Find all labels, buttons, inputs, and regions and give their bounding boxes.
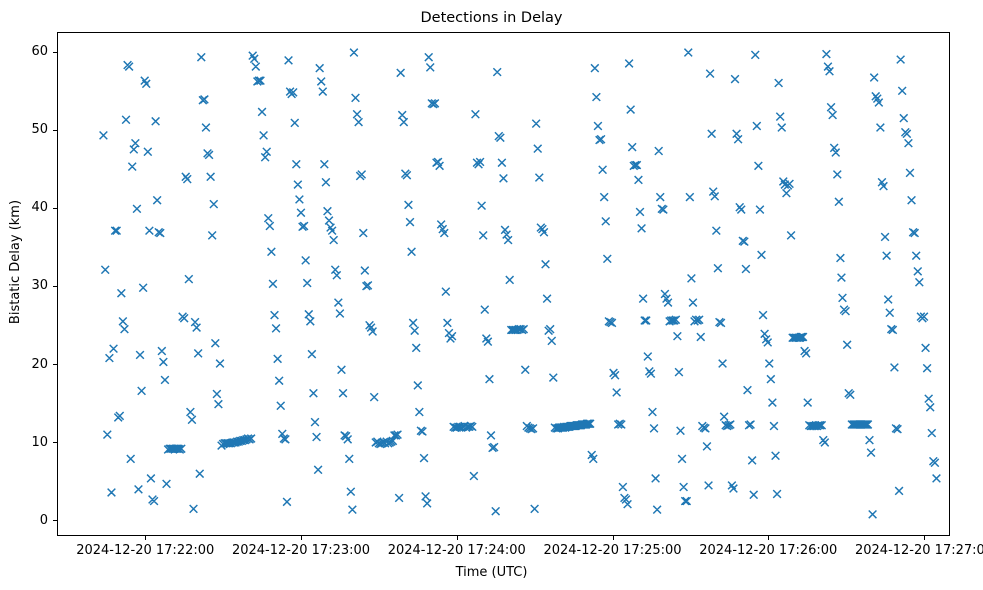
x-axis-tick-label: 2024-12-20 17:25:00	[543, 543, 682, 558]
x-axis-tick-mark	[456, 536, 458, 540]
y-axis-tick-label: 50	[31, 122, 48, 138]
x-axis-tick-label: 2024-12-20 17:26:00	[699, 543, 838, 558]
y-axis-tick-mark	[53, 129, 57, 131]
y-axis-tick-mark	[53, 442, 57, 444]
x-axis-tick-mark	[612, 536, 614, 540]
y-axis-tick-label: 60	[31, 44, 48, 60]
x-axis-tick-mark	[768, 536, 770, 540]
x-axis-tick-label: 2024-12-20 17:27:00	[854, 543, 983, 558]
y-axis-tick-label: 40	[31, 200, 48, 216]
page-title: Detections in Delay	[420, 10, 563, 26]
x-axis-tick-mark	[924, 536, 926, 540]
x-axis-tick-label: 2024-12-20 17:22:00	[76, 543, 215, 558]
x-axis-tick-label: 2024-12-20 17:23:00	[231, 543, 371, 558]
plot-area	[57, 32, 950, 536]
y-axis-tick-mark	[53, 51, 57, 53]
scatter-markers	[99, 48, 941, 519]
x-axis-tick-mark	[145, 536, 147, 540]
x-axis-label: Time (UTC)	[455, 565, 528, 580]
y-axis-tick-mark	[53, 285, 57, 288]
y-axis-tick-label: 10	[31, 434, 48, 450]
y-axis-tick-mark	[53, 207, 57, 209]
x-axis-tick-mark	[301, 536, 303, 540]
x-axis-tick-label: 2024-12-20 17:24:00	[387, 543, 526, 558]
y-axis-tick-mark	[53, 520, 57, 522]
y-axis-tick-label: 30	[31, 278, 48, 294]
y-axis-tick-labels: 0 10 20 30 40 50 60	[0, 0, 48, 590]
y-axis-tick-mark	[53, 364, 57, 366]
y-axis-tick-label: 0	[39, 512, 48, 528]
y-axis-tick-label: 20	[31, 356, 48, 372]
